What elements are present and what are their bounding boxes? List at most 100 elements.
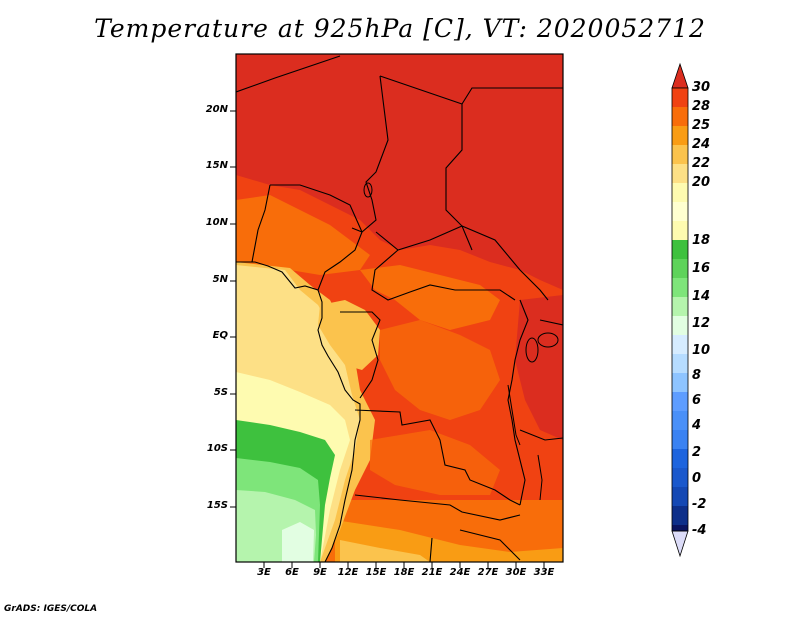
lat-label-20n: 20N: [205, 104, 228, 115]
lon-label-33e: 33E: [533, 567, 555, 578]
cb-22-24: [672, 145, 688, 164]
cb-4: [672, 411, 688, 430]
cb-m2-0: [672, 487, 688, 506]
lon-label-24e: 24E: [449, 567, 471, 578]
cb-2-4: [672, 430, 688, 449]
lon-label-21e: 21E: [421, 567, 443, 578]
lat-label-15s: 15S: [206, 500, 228, 511]
field-25-28-west: [236, 195, 370, 275]
cb-below-m4: [672, 525, 688, 531]
field-25-28-center: [360, 265, 500, 330]
colorbar-label: 30: [692, 80, 711, 95]
colorbar-label: 2: [692, 445, 702, 460]
coastline: [236, 261, 361, 562]
border-drc-angola: [354, 409, 521, 506]
lon-label-27e: 27E: [477, 567, 499, 578]
colorbar-label: 12: [692, 316, 711, 331]
colorbar-label: 20: [692, 175, 711, 190]
cb-18-20: [672, 183, 688, 202]
cb-8-10: [672, 354, 688, 373]
cb-4-6: [672, 392, 688, 411]
map-frame: [235, 53, 564, 563]
cb-24-25: [672, 126, 688, 145]
lakes: [363, 182, 559, 501]
colorbar-lower-arrow: [671, 530, 689, 558]
border-angola-namibia: [354, 494, 521, 521]
lon-label-12e: 12E: [337, 567, 359, 578]
cb-10-12: [672, 316, 688, 335]
border-nigeria-cameroon: [317, 231, 363, 291]
colorbar-label: 28: [692, 99, 711, 114]
lat-ticks: [230, 110, 236, 508]
lake-victoria: [537, 332, 559, 348]
cb-14-16: [672, 259, 688, 278]
border-congo: [340, 311, 381, 399]
cb-10: [672, 335, 688, 354]
colorbar-label: 22: [692, 156, 711, 171]
colorbar-label: 25: [692, 118, 711, 133]
border-car-drc: [371, 249, 516, 301]
border-south: [429, 537, 433, 562]
border-niger-nigeria: [270, 184, 363, 233]
border-botswana: [459, 529, 521, 561]
cb-0: [672, 468, 688, 487]
colorbar-label: -4: [692, 523, 707, 538]
colorbar-frame: [671, 87, 689, 532]
field-22-24-gabon: [318, 300, 380, 370]
colorbar-label: 10: [692, 343, 711, 358]
cb-25-28: [672, 107, 688, 126]
lon-ticks: [263, 562, 545, 568]
colorbar-upper-arrow: [671, 62, 689, 89]
colorbar-label: 16: [692, 261, 711, 276]
lat-label-5n: 5N: [212, 274, 228, 285]
lon-label-18e: 18E: [393, 567, 415, 578]
cb-6-8: [672, 373, 688, 392]
field-10-12: [282, 522, 314, 562]
lon-label-30e: 30E: [505, 567, 527, 578]
border-niger-chad: [351, 75, 389, 233]
colorbar-label: -2: [692, 497, 707, 512]
cb-0-2: [672, 449, 688, 468]
footer-credit: GrADS: IGES/COLA: [4, 604, 98, 614]
border-egypt-sudan: [461, 87, 563, 105]
lake-albert: [525, 337, 539, 363]
colorbar-label: 24: [692, 137, 711, 152]
field-above-30: [236, 54, 563, 290]
colorbar-label: 8: [692, 368, 702, 383]
cb-18b: [672, 221, 688, 240]
field-22-24-south: [340, 540, 430, 562]
border-tanzania: [519, 429, 563, 441]
lon-label-9e: 9E: [313, 567, 327, 578]
lat-label-5s: 5S: [213, 387, 228, 398]
border-kenya: [539, 319, 563, 326]
border-benin: [251, 184, 271, 263]
border-nw: [236, 55, 341, 93]
lake-chad: [363, 182, 373, 198]
border-great-lakes: [507, 299, 529, 506]
border-car-south-sudan: [375, 225, 549, 301]
cb-28-30: [672, 88, 688, 107]
lake-tanganyika: [507, 384, 521, 446]
lon-label-6e: 6E: [285, 567, 299, 578]
chart-title: Temperature at 925hPa [C], VT: 202005271…: [94, 14, 706, 43]
lat-label-10n: 10N: [205, 217, 228, 228]
lat-label-10s: 10S: [206, 443, 228, 454]
cb-14: [672, 278, 688, 297]
colorbar: [671, 62, 689, 558]
cb-18: [672, 202, 688, 221]
lake-malawi: [537, 454, 543, 501]
colorbar-label: 18: [692, 233, 711, 248]
cb-20-22: [672, 164, 688, 183]
colorbar-label: 0: [692, 471, 702, 486]
field-above-30-east: [515, 295, 563, 440]
colorbar-label: 14: [692, 289, 711, 304]
cb-12-14: [672, 297, 688, 316]
field-25-28-congo: [380, 320, 500, 420]
lat-label-15n: 15N: [205, 160, 228, 171]
lon-label-15e: 15E: [365, 567, 387, 578]
cb-m4-m2: [672, 506, 688, 525]
country-borders: [236, 55, 563, 562]
field-25-28-angola: [370, 430, 500, 495]
lat-label-eq: EQ: [212, 330, 228, 341]
